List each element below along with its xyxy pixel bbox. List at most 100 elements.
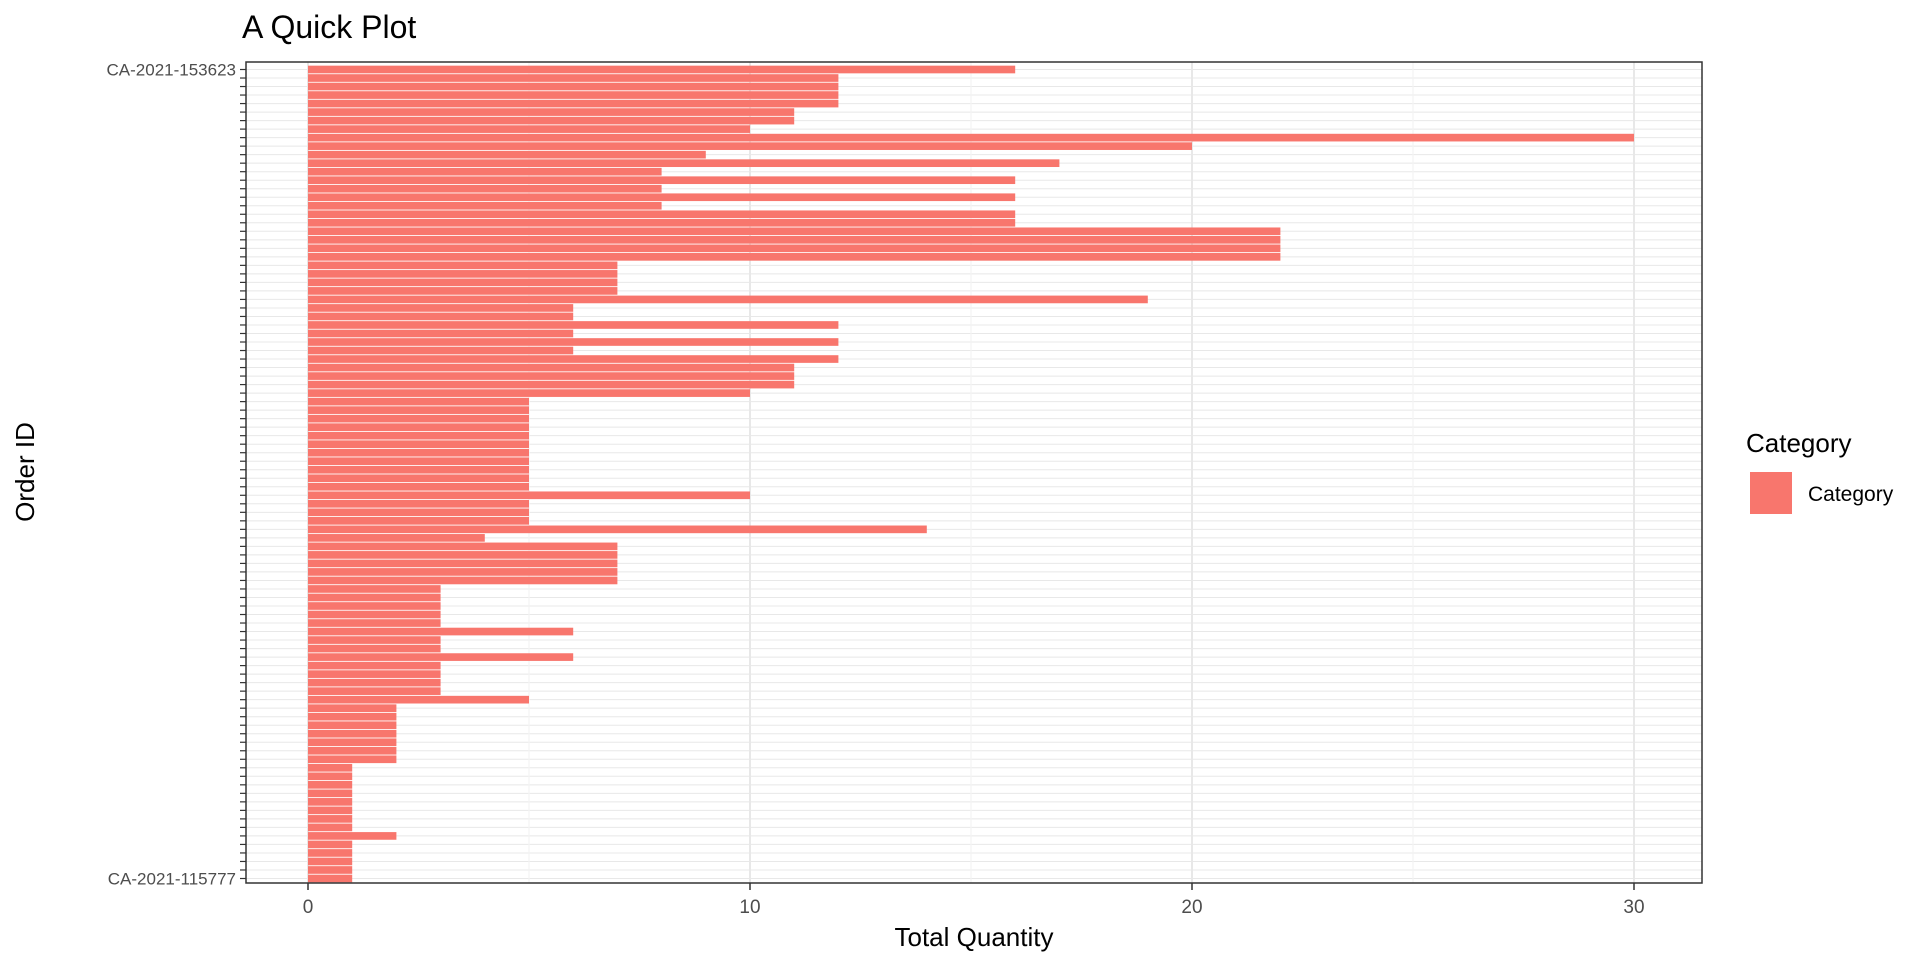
bar xyxy=(308,772,353,781)
bar xyxy=(308,815,353,823)
bar xyxy=(308,721,397,730)
x-tick-label: 10 xyxy=(739,897,760,918)
bar xyxy=(308,440,529,449)
bar xyxy=(308,142,1192,150)
bar xyxy=(308,448,529,457)
bar xyxy=(308,832,397,840)
bar xyxy=(308,644,441,653)
bar xyxy=(308,474,529,483)
bar xyxy=(308,729,397,738)
legend: Category Category xyxy=(1746,428,1894,514)
bar xyxy=(308,780,353,789)
bar xyxy=(308,712,397,721)
bar xyxy=(308,431,529,440)
bar xyxy=(308,551,618,559)
bar xyxy=(308,65,1016,74)
bar xyxy=(308,125,750,133)
bar xyxy=(308,270,618,278)
bar xyxy=(308,525,927,534)
bar xyxy=(308,866,353,874)
bar xyxy=(308,687,441,695)
bar xyxy=(308,108,795,116)
bar xyxy=(308,661,441,670)
bar xyxy=(308,201,662,210)
bar xyxy=(308,798,353,806)
bar xyxy=(308,176,1016,185)
x-axis-title: Total Quantity xyxy=(895,922,1054,952)
bar xyxy=(308,218,1016,227)
bar xyxy=(308,159,1060,168)
y-tick-label: CA-2021-153623 xyxy=(107,61,236,80)
y-axis: CA-2021-153623 CA-2021-115777 xyxy=(107,61,246,889)
bar xyxy=(308,380,795,389)
legend-title: Category xyxy=(1746,428,1852,458)
bar xyxy=(308,840,353,849)
bar xyxy=(308,312,574,321)
bar xyxy=(308,636,441,644)
bar xyxy=(308,610,441,619)
bar xyxy=(308,746,397,755)
bar xyxy=(308,99,839,108)
bar xyxy=(308,559,618,568)
bar xyxy=(308,304,574,312)
bar xyxy=(308,227,1281,236)
bar xyxy=(308,874,353,883)
bar xyxy=(308,91,839,99)
bar xyxy=(308,389,750,397)
bar xyxy=(308,116,795,125)
bar xyxy=(308,763,353,772)
bar xyxy=(308,133,1634,142)
bar xyxy=(308,167,662,176)
bar xyxy=(308,261,618,270)
bar xyxy=(308,465,529,474)
bar xyxy=(308,295,1148,304)
bar xyxy=(308,74,839,82)
bar xyxy=(308,823,353,832)
bar xyxy=(308,568,618,576)
bar xyxy=(308,406,529,414)
bar xyxy=(308,508,529,517)
bar xyxy=(308,849,353,857)
bar xyxy=(308,235,1281,244)
panel-border xyxy=(245,61,1703,884)
bar xyxy=(308,150,706,159)
bar xyxy=(308,372,795,380)
legend-key xyxy=(1750,472,1792,514)
bar xyxy=(308,738,397,747)
bar xyxy=(308,857,353,866)
bar xyxy=(308,534,485,542)
bar xyxy=(308,193,1016,202)
bar xyxy=(308,755,397,764)
bar xyxy=(308,695,529,704)
bar xyxy=(308,184,662,193)
bar xyxy=(308,576,618,585)
x-tick-label: 0 xyxy=(303,897,314,918)
bar xyxy=(308,414,529,423)
bar xyxy=(308,210,1016,219)
bar xyxy=(308,287,618,295)
bar xyxy=(308,253,1281,261)
bar xyxy=(308,585,441,593)
bar xyxy=(308,423,529,431)
bar xyxy=(308,542,618,551)
bar xyxy=(308,397,529,406)
bar xyxy=(308,457,529,466)
bar xyxy=(308,670,441,678)
bar xyxy=(308,619,441,627)
bar xyxy=(308,482,529,491)
bar xyxy=(308,338,839,346)
y-axis-title: Order ID xyxy=(10,422,40,522)
bar xyxy=(308,329,574,338)
bar xyxy=(308,678,441,687)
bar xyxy=(308,363,795,372)
bar xyxy=(308,806,353,815)
bars xyxy=(308,65,1634,883)
chart-title: A Quick Plot xyxy=(242,9,416,45)
bar xyxy=(308,346,574,355)
bar xyxy=(308,355,839,363)
bar xyxy=(308,517,529,525)
bar xyxy=(308,627,574,636)
x-tick-label: 30 xyxy=(1623,897,1644,918)
x-axis: 0 10 20 30 xyxy=(303,883,1645,918)
